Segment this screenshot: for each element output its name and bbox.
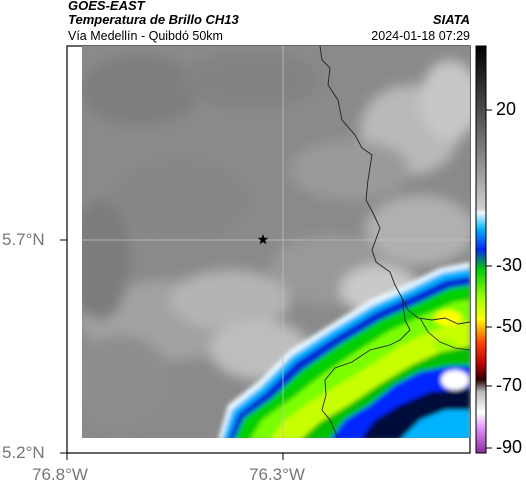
colorbar: [475, 45, 487, 454]
border-line-east: [419, 317, 470, 351]
source-label: SIATA: [432, 12, 470, 27]
datetime-label: 2024-01-18 07:29: [371, 29, 470, 43]
star-icon: [257, 234, 269, 245]
colorbar-tick-minus50: -50: [496, 316, 523, 336]
satellite-title: GOES-EAST: [68, 0, 145, 13]
lat-label-5.7: 5.7°N: [2, 230, 45, 249]
product-title: Temperatura de Brillo CH13: [68, 12, 239, 27]
colorbar-tick-20: 20: [496, 99, 517, 119]
colorbar-tick-minus30: -30: [496, 255, 523, 275]
colorbar-tick-minus90: -90: [496, 437, 523, 457]
region-subtitle: Vía Medellín - Quibdó 50km: [68, 29, 223, 43]
lon-label-76.3: 76.3°W: [249, 465, 305, 484]
satellite-imagery: [82, 46, 470, 438]
lon-label-76.8: 76.8°W: [32, 465, 88, 484]
colorbar-tick-minus70: -70: [496, 375, 523, 395]
lat-label-5.2: 5.2°N: [2, 443, 45, 462]
border-line-south: [321, 297, 411, 438]
